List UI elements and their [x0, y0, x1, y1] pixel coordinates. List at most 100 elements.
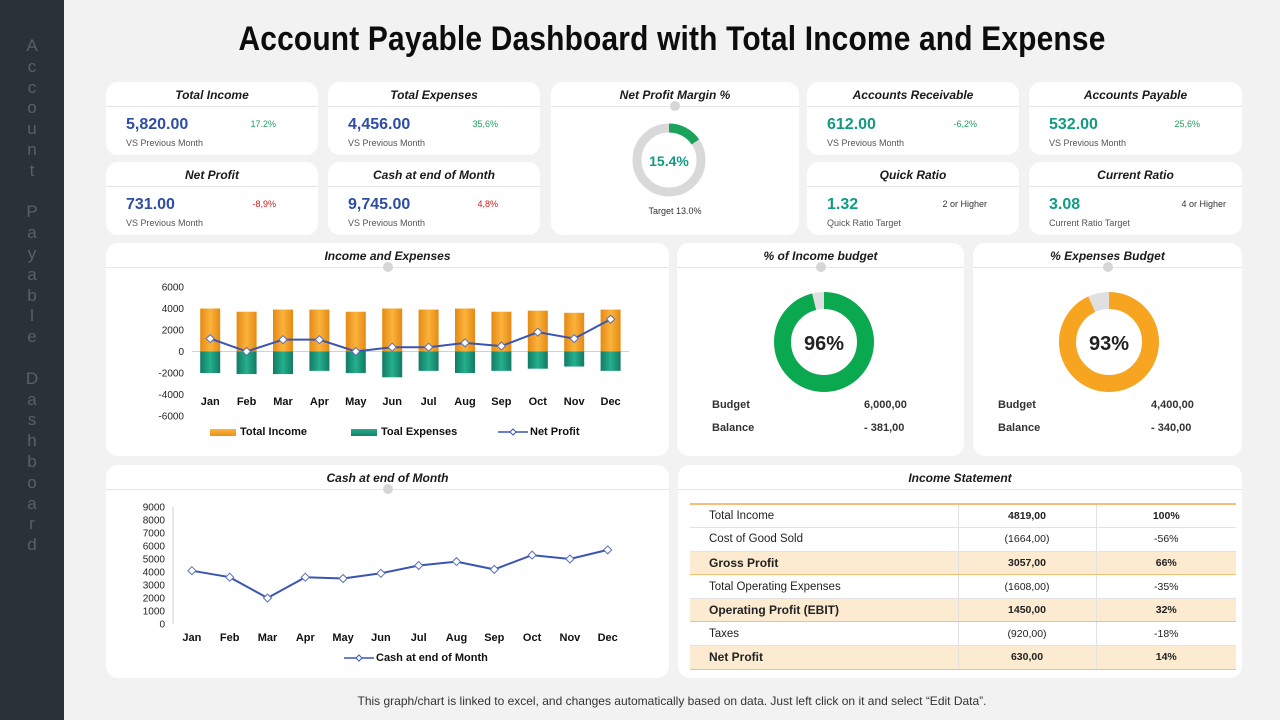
x-tick-label: Dec — [601, 396, 621, 408]
sidebar-letter: a — [27, 264, 37, 284]
footnote: This graph/chart is linked to excel, and… — [357, 694, 987, 708]
row-amount: (1664,00) — [957, 527, 1097, 552]
cash-point — [489, 564, 500, 575]
x-tick-label: Feb — [237, 396, 257, 408]
legend-label: Cash at end of Month — [376, 652, 488, 664]
bar-total-income — [273, 309, 293, 352]
expenses-budget-card[interactable]: % Expenses Budget 93% Budget 4,400,00 Ba… — [973, 243, 1242, 456]
cash-point — [224, 572, 235, 582]
x-tick-label: Jul — [411, 632, 427, 644]
legend-total-income: Total Income — [210, 426, 307, 438]
x-tick-label: Oct — [529, 396, 548, 408]
sidebar-letter: o — [27, 98, 37, 118]
cash-chart-card[interactable]: Cash at end of Month 9000 8000 7000 6000 500… — [106, 465, 669, 678]
row-percent: -18% — [1096, 621, 1236, 647]
y-tick-label: 6000 — [143, 542, 166, 553]
gauge-target-label: Target 13.0% — [648, 206, 701, 216]
balance-value: - 340,00 — [1151, 422, 1192, 434]
kpi-net-profit[interactable]: Net Profit 731.00 VS Previous Month -8,9… — [106, 162, 318, 235]
budget-value: 6,000,00 — [864, 399, 907, 411]
table-row: Net Profit 630,00 14% — [690, 645, 1236, 670]
net-profit-point — [205, 333, 215, 344]
sidebar-letter: s — [27, 410, 37, 430]
donut-percent-label: 96% — [804, 333, 844, 355]
bar-total-income — [455, 308, 475, 352]
kpi-total-income[interactable]: Total Income 5,820.00 VS Previous Month … — [106, 82, 318, 155]
row-amount: 3057,00 — [957, 550, 1097, 576]
kpi-value: 532.00 — [1049, 116, 1098, 133]
row-amount: 4819,00 — [957, 503, 1097, 529]
net-profit-point — [496, 341, 507, 351]
y-tick-label: 4000 — [162, 304, 185, 315]
y-tick-label: 4000 — [143, 568, 166, 579]
divider — [678, 489, 1242, 490]
budget-value: 4,400,00 — [1151, 399, 1194, 411]
donut-fill — [774, 292, 874, 392]
x-tick-label: Mar — [273, 396, 293, 408]
legend-swatch — [351, 428, 377, 436]
x-tick-label: Aug — [446, 632, 467, 644]
kpi-accounts-receivable[interactable]: Accounts Receivable 612.00 VS Previous M… — [807, 82, 1019, 155]
page-title: Account Payable Dashboard with Total Inc… — [238, 20, 1106, 58]
handle-dot — [815, 262, 826, 272]
kpi-change: 4,8% — [477, 199, 498, 209]
bar-total-expenses — [382, 351, 403, 378]
divider — [1029, 186, 1242, 187]
row-percent: -56% — [1096, 527, 1236, 552]
balance-value: - 381,00 — [864, 422, 905, 434]
legend-line-marker — [344, 654, 374, 662]
sidebar-letter: D — [25, 368, 39, 388]
balance-label: Balance — [998, 422, 1041, 434]
x-tick-label: Jan — [201, 396, 220, 408]
kpi-current-ratio[interactable]: Current Ratio 3.08 Current Ratio Target … — [1029, 162, 1242, 235]
kpi-value: 5,820.00 — [126, 116, 189, 133]
legend-label: Total Income — [240, 426, 308, 438]
cash-line-chart[interactable]: 9000 8000 7000 6000 5000 4000 3000 2000 1000 0 Jan… — [106, 465, 669, 678]
sidebar-letter: h — [27, 431, 37, 451]
cash-point — [527, 550, 537, 560]
divider — [807, 186, 1019, 187]
x-tick-label: Nov — [560, 632, 582, 644]
table-row: Gross Profit 3057,00 66% — [690, 550, 1236, 576]
sidebar-letter: y — [27, 243, 37, 263]
kpi-cash-end-month[interactable]: Cash at end of Month 9,745.00 VS Previou… — [328, 162, 540, 235]
handle-dot — [670, 101, 680, 111]
row-amount: 630,00 — [957, 645, 1097, 670]
row-percent: -35% — [1096, 574, 1236, 599]
row-label: Total Operating Expenses — [690, 574, 958, 599]
row-label: Total Income — [690, 503, 958, 529]
cash-point — [602, 545, 613, 555]
kpi-accounts-payable[interactable]: Accounts Payable 532.00 VS Previous Mont… — [1029, 82, 1242, 155]
y-tick-label: 0 — [178, 347, 184, 358]
kpi-change: 17.2% — [250, 119, 276, 129]
kpi-quick-ratio[interactable]: Quick Ratio 1.32 Quick Ratio Target 2 or… — [807, 162, 1019, 235]
income-budget-card[interactable]: % of Income budget 96% Budget 6,000,00 B… — [677, 243, 964, 456]
bar-total-expenses — [236, 351, 257, 375]
x-tick-label: Jun — [382, 396, 402, 408]
divider — [106, 106, 318, 107]
card-title: % Expenses Budget — [1050, 249, 1165, 263]
row-label: Operating Profit (EBIT) — [690, 597, 958, 623]
kpi-title: Total Expenses — [390, 88, 478, 102]
sidebar-letter: r — [29, 514, 35, 534]
bar-total-expenses — [527, 351, 548, 369]
x-tick-label: May — [332, 632, 354, 644]
kpi-target: 2 or Higher — [942, 199, 987, 209]
income-expenses-chart[interactable]: 6000 4000 2000 0 -2000 -4000 -6000 Jan Feb Mar Apr… — [106, 243, 669, 456]
sidebar-letter: a — [27, 493, 37, 513]
income-statement-card[interactable]: Income Statement Total Income 4819,00 100%… — [678, 465, 1242, 678]
kpi-total-expenses[interactable]: Total Expenses 4,456.00 VS Previous Mont… — [328, 82, 540, 155]
bar-total-income — [418, 309, 439, 352]
net-profit-margin-card[interactable]: Net Profit Margin % 15.4% Target 13.0% — [551, 82, 799, 235]
divider — [328, 106, 540, 107]
sidebar-letter: u — [27, 119, 37, 139]
sidebar-letter: t — [29, 160, 35, 180]
donut-percent-label: 93% — [1089, 333, 1129, 355]
y-tick-label: -2000 — [158, 369, 184, 380]
income-expenses-card[interactable]: Income and Expenses 6000 4000 2000 0 -2000 -4… — [106, 243, 669, 456]
cash-point — [451, 556, 462, 567]
gauge-fill — [632, 123, 706, 197]
table-row: Total Income 4819,00 100% — [690, 503, 1236, 529]
handle-dot — [1102, 262, 1113, 272]
legend-net-profit: Net Profit — [498, 426, 580, 438]
